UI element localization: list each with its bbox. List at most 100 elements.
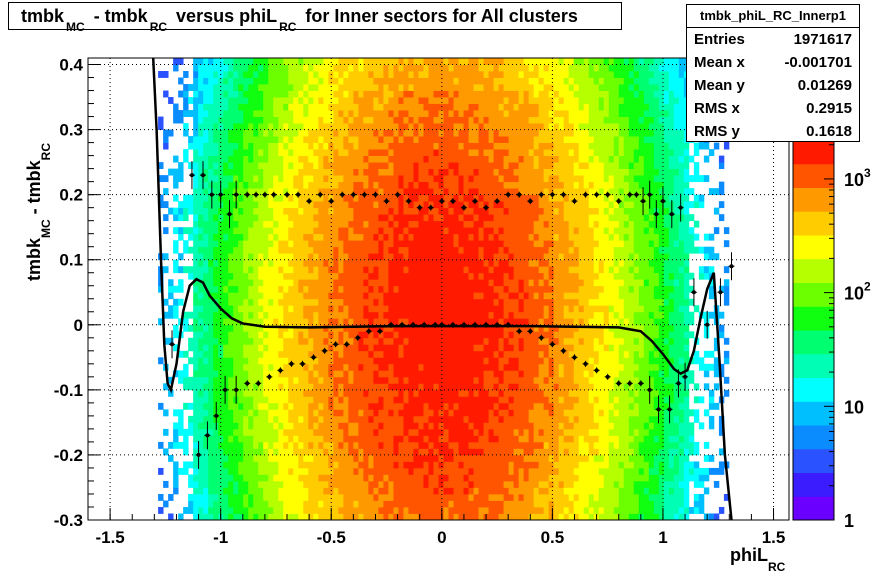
heatmap-cell [163,480,169,488]
heatmap-cell [453,324,459,332]
heatmap-cell [228,298,234,306]
heatmap-cell [403,435,409,443]
heatmap-cell [283,129,289,137]
heatmap-cell [528,422,535,430]
heatmap-cell [203,175,209,183]
heatmap-cell [223,331,229,339]
heatmap-cell [463,357,469,365]
heatmap-cell [518,220,525,228]
heatmap-cell [248,58,254,65]
heatmap-cell [373,292,379,300]
heatmap-cell [413,116,419,124]
heatmap-cell [378,272,384,280]
heatmap-cell [428,175,434,183]
heatmap-cell [353,389,359,397]
heatmap-cell [358,162,364,170]
heatmap-cell [513,350,520,358]
heatmap-cell [238,233,244,241]
heatmap-cell [228,123,234,130]
heatmap-cell [283,370,289,378]
heatmap-cell [193,84,199,91]
heatmap-cell [443,64,449,72]
heatmap-cell [198,441,204,449]
heatmap-cell [293,396,299,404]
heatmap-cell [513,435,520,443]
heatmap-cell [218,324,224,332]
heatmap-cell [193,506,199,514]
heatmap-cell [478,513,484,521]
heatmap-cell [433,357,439,365]
heatmap-cell [458,246,464,254]
heatmap-cell [178,285,184,293]
heatmap-cell [463,116,469,124]
heatmap-cell [348,493,354,501]
heatmap-cell [488,246,494,254]
heatmap-cell [388,331,394,339]
heatmap-cell [413,474,419,482]
heatmap-cell [448,64,454,72]
heatmap-cell [498,142,504,150]
heatmap-cell [323,487,329,495]
heatmap-cell [348,467,354,475]
heatmap-cell [278,513,284,521]
heatmap-cell [308,487,314,495]
heatmap-cell [233,123,239,130]
heatmap-cell [238,337,244,345]
heatmap-cell [223,214,229,222]
heatmap-cell [328,233,334,241]
heatmap-cell [333,500,339,508]
heatmap-cell [328,220,334,228]
heatmap-cell [318,474,324,482]
heatmap-cell [518,292,525,300]
heatmap-cell [478,90,484,98]
heatmap-cell [343,363,349,371]
heatmap-cell [413,220,419,228]
heatmap-cell [383,279,389,287]
heatmap-cell [433,396,439,404]
heatmap-cell [508,448,515,456]
heatmap-cell [368,383,374,391]
heatmap-cell [423,233,429,241]
heatmap-cell [288,480,294,488]
heatmap-cell [433,136,439,143]
heatmap-cell [268,103,274,111]
heatmap-cell [368,513,374,521]
heatmap-cell [388,103,394,111]
heatmap-cell [173,116,179,124]
heatmap-cell [213,207,219,215]
heatmap-cell [473,142,479,150]
heatmap-cell [438,357,444,365]
heatmap-cell [398,474,404,482]
heatmap-cell [498,292,504,300]
heatmap-cell [238,84,244,91]
heatmap-cell [328,363,334,371]
heatmap-cell [493,435,499,443]
heatmap-cell [198,266,204,274]
heatmap-cell [428,415,434,423]
heatmap-cell [333,155,339,163]
heatmap-cell [473,279,479,287]
heatmap-cell [343,480,349,488]
heatmap-cell [393,253,399,261]
heatmap-cell [313,272,319,280]
heatmap-cell [463,500,469,508]
heatmap-cell [428,71,434,78]
heatmap-cell [188,162,194,170]
heatmap-cell [318,84,324,91]
heatmap-cell [268,279,274,287]
heatmap-cell [318,415,324,423]
heatmap-cell [323,415,329,423]
heatmap-cell [233,103,239,111]
heatmap-cell [373,123,379,130]
heatmap-cell [168,97,174,104]
heatmap-cell [293,168,299,176]
heatmap-cell [288,259,294,267]
heatmap-cell [233,116,239,124]
heatmap-cell [228,454,234,462]
heatmap-cell [468,188,474,196]
heatmap-cell [338,272,344,280]
heatmap-cell [218,97,224,104]
heatmap-cell [233,305,239,313]
heatmap-cell [513,500,520,508]
heatmap-cell [203,305,209,313]
